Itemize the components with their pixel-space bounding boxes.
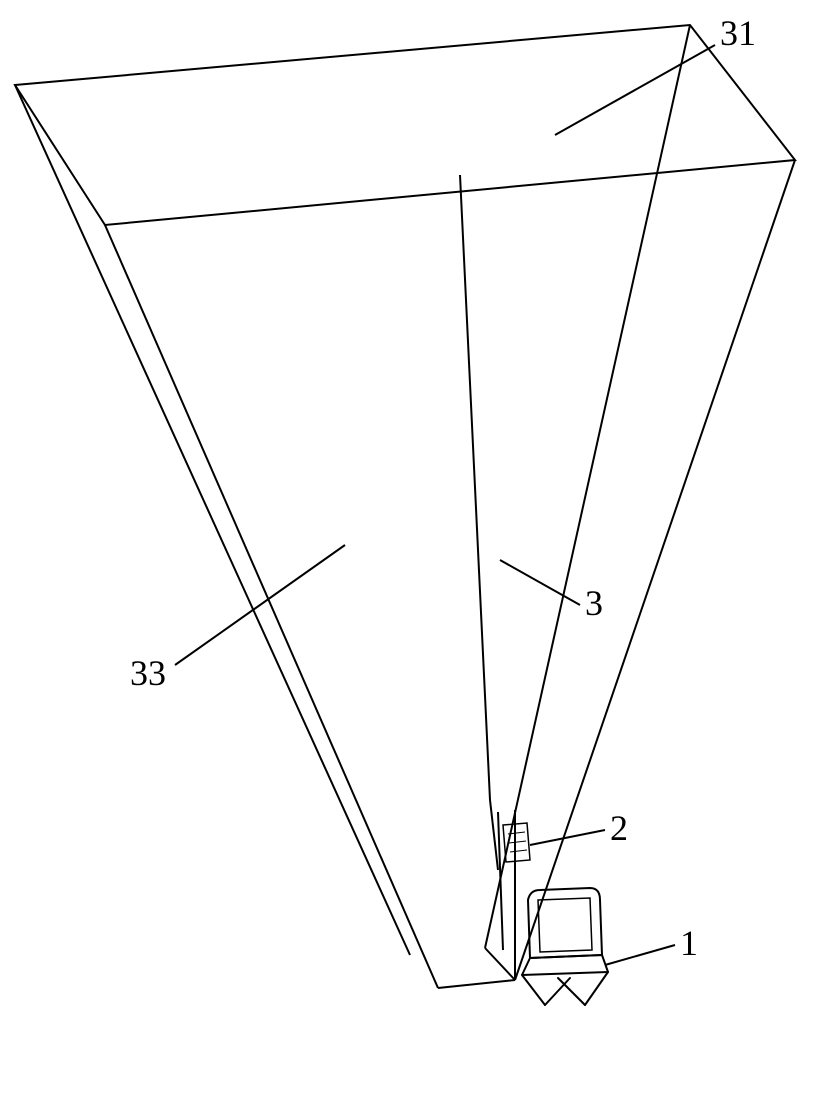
label-31: 31 — [720, 13, 756, 53]
leader-31 — [555, 45, 715, 135]
hopper-chute-inner — [498, 812, 503, 950]
hopper-bottom-right — [485, 948, 515, 980]
hopper-inner-fold — [460, 175, 490, 800]
bracket-leg-1 — [585, 972, 608, 1005]
leader-3 — [500, 560, 580, 605]
hopper-top-opening — [15, 25, 795, 225]
label-2: 2 — [610, 808, 628, 848]
label-1: 1 — [680, 923, 698, 963]
hopper-edge-1 — [485, 25, 690, 948]
patent-figure: 3133321 — [0, 0, 827, 1093]
leader-33 — [175, 545, 345, 665]
hopper-edge-2 — [515, 160, 795, 980]
bracket-leg-3 — [558, 978, 585, 1005]
control-box-line-2 — [510, 850, 527, 852]
bracket-leg-0 — [522, 975, 545, 1005]
hopper-inner-fold-lower — [490, 800, 498, 870]
bracket-seat — [522, 955, 608, 975]
bracket-leg-2 — [545, 978, 570, 1005]
leader-1 — [605, 945, 675, 965]
control-box-line-1 — [509, 841, 526, 843]
label-3: 3 — [585, 583, 603, 623]
bracket-back-inner — [538, 898, 592, 952]
hopper-bottom-front — [438, 980, 515, 988]
leader-2 — [530, 830, 605, 845]
hopper-edge-3 — [105, 225, 438, 988]
label-33: 33 — [130, 653, 166, 693]
